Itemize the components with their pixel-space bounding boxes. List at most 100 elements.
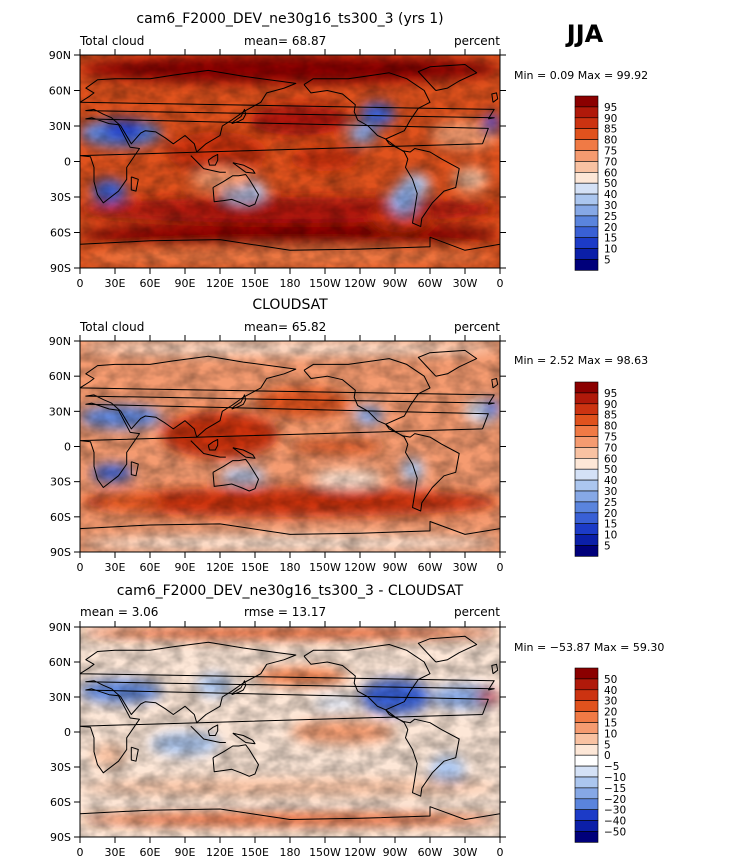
coastline xyxy=(385,423,460,512)
coastline xyxy=(231,394,247,410)
colorbar-swatch xyxy=(574,765,599,778)
colorbar-label: 95 xyxy=(604,102,617,114)
colorbar-label: 70 xyxy=(604,442,617,454)
y-tick-label: 90S xyxy=(50,546,71,559)
colorbar-swatch xyxy=(574,512,599,524)
colorbar-label: 30 xyxy=(604,696,617,708)
coastline xyxy=(231,108,247,125)
x-tick-label: 0 xyxy=(497,277,504,290)
x-tick-label: 150E xyxy=(241,277,269,290)
coastline xyxy=(80,355,495,438)
colorbar-swatch xyxy=(574,711,599,723)
x-tick-label: 90W xyxy=(383,846,408,859)
y-tick-label: 0 xyxy=(64,441,71,454)
colorbar-swatch xyxy=(574,117,599,130)
coastline xyxy=(190,155,226,173)
coastline xyxy=(212,744,259,777)
field-shading xyxy=(80,55,500,268)
x-tick-label: 90E xyxy=(175,277,196,290)
colorbar-label: 5 xyxy=(604,739,611,751)
panel-title: cam6_F2000_DEV_ne30g16_ts300_3 - CLOUDSA… xyxy=(117,583,464,599)
x-tick-label: 120E xyxy=(206,846,234,859)
panel-center-label: mean= 65.82 xyxy=(244,320,326,334)
y-tick-label: 90S xyxy=(50,831,71,844)
colorbar-label: 10 xyxy=(604,728,617,740)
colorbar-swatch xyxy=(574,820,599,832)
coastline xyxy=(232,447,256,459)
panel-right-label: percent xyxy=(454,605,500,619)
colorbar-swatch xyxy=(574,490,599,503)
map-panel-2: CLOUDSAT Total cloud mean= 65.82 percent Min… xyxy=(49,297,648,574)
colorbar-label: 80 xyxy=(604,421,617,433)
colorbar-swatch xyxy=(574,468,599,481)
colorbar-label: 60 xyxy=(604,167,617,179)
colorbar-label: 75 xyxy=(604,432,617,444)
x-tick-label: 90W xyxy=(383,277,408,290)
coastlines xyxy=(80,64,500,251)
x-tick-label: 120W xyxy=(344,277,376,290)
colorbar-label: −15 xyxy=(604,783,626,795)
x-tick-label: 30W xyxy=(453,846,478,859)
x-tick-label: 60W xyxy=(418,277,443,290)
colorbar-label: −5 xyxy=(604,761,619,773)
panel-right-label: percent xyxy=(454,320,500,334)
y-tick-label: 30N xyxy=(49,120,71,133)
colorbar-swatch xyxy=(574,436,599,448)
colorbar-swatch xyxy=(574,545,599,557)
colorbar-label: 40 xyxy=(604,475,617,487)
coastline xyxy=(385,709,460,797)
x-tick-label: 30W xyxy=(453,561,478,574)
x-tick-label: 0 xyxy=(497,561,504,574)
x-tick-label: 30E xyxy=(105,561,126,574)
x-tick-label: 90W xyxy=(383,561,408,574)
colorbar-swatch xyxy=(574,392,599,405)
colorbar-label: 10 xyxy=(604,530,617,542)
coastline xyxy=(190,440,226,458)
colorbar-swatch xyxy=(574,425,599,437)
coastline xyxy=(303,358,431,425)
y-tick-label: 30S xyxy=(50,476,71,489)
colorbar-label: −50 xyxy=(604,827,626,839)
colorbar-label: 40 xyxy=(604,189,617,201)
colorbar-label: 25 xyxy=(604,211,617,223)
coastline xyxy=(491,92,499,103)
colorbar-swatch xyxy=(574,259,599,271)
coastline xyxy=(303,644,431,711)
colorbar-label: 0 xyxy=(604,750,611,762)
panel-left-label: mean = 3.06 xyxy=(80,605,158,619)
coastline xyxy=(303,72,431,140)
y-tick-label: 30S xyxy=(50,761,71,774)
x-tick-label: 90E xyxy=(175,846,196,859)
colorbar-label: 80 xyxy=(604,135,617,147)
panel-stats: Min = 2.52 Max = 98.63 xyxy=(514,354,648,367)
map-panel-1: cam6_F2000_DEV_ne30g16_ts300_3 (yrs 1) To… xyxy=(49,11,648,290)
colorbar-swatch xyxy=(574,150,599,162)
colorbar-label: 15 xyxy=(604,233,617,245)
coastline xyxy=(190,725,226,743)
colorbar-label: 70 xyxy=(604,156,617,168)
colorbar-swatch xyxy=(574,743,599,756)
y-tick-label: 60S xyxy=(50,796,71,809)
colorbar-swatch xyxy=(574,128,599,140)
coastline xyxy=(80,117,489,204)
panel-left-label: Total cloud xyxy=(79,34,144,48)
x-tick-label: 180 xyxy=(280,846,301,859)
coastline xyxy=(207,153,219,166)
x-tick-label: 120E xyxy=(206,561,234,574)
colorbar-swatch xyxy=(574,139,599,151)
colorbar-swatch xyxy=(574,809,599,821)
panel-stats: Min = −53.87 Max = 59.30 xyxy=(514,641,664,654)
colorbar-swatch xyxy=(574,523,599,535)
coastline xyxy=(232,732,256,745)
map-panel-3: cam6_F2000_DEV_ne30g16_ts300_3 - CLOUDSA… xyxy=(49,583,665,859)
panel-title: cam6_F2000_DEV_ne30g16_ts300_3 (yrs 1) xyxy=(136,11,443,27)
colorbar-swatch xyxy=(574,667,599,680)
y-tick-label: 90N xyxy=(49,49,71,62)
x-tick-label: 60E xyxy=(140,277,161,290)
y-tick-label: 30N xyxy=(49,691,71,704)
colorbar-swatch xyxy=(574,534,599,546)
colorbar-swatch xyxy=(574,700,599,712)
